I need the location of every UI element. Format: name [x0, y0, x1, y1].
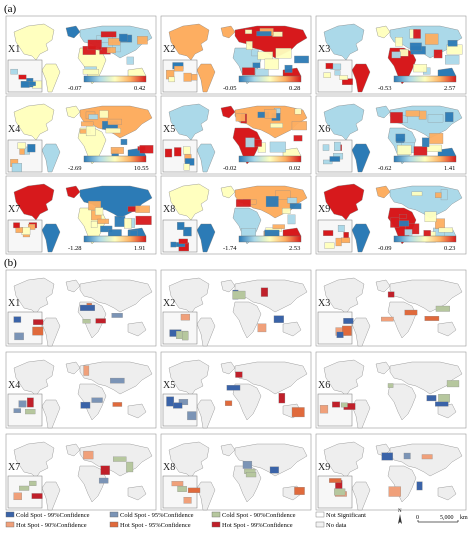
legend-item-cold-90: Cold Spot - 90%Confidence	[211, 511, 296, 519]
legend: Cold Spot - 99%Confidence Cold Spot - 95…	[5, 511, 366, 529]
legend-item-cold-95: Cold Spot - 95%Confidence	[109, 511, 194, 519]
hotspot-panel-x7: X7	[5, 433, 157, 511]
legend-item-no-data: No data	[315, 521, 347, 529]
svg-text:No data: No data	[326, 522, 347, 529]
color-bar-max: 1.91	[134, 245, 145, 252]
color-bar	[83, 75, 147, 83]
panel-label: X3	[318, 298, 330, 309]
svg-text:Cold Spot - 90%Confidence: Cold Spot - 90%Confidence	[222, 512, 296, 519]
panel-label: X7	[8, 204, 20, 215]
panel-label: X4	[8, 380, 20, 391]
legend-item-hot-90: Hot Spot - 90%Confidence	[5, 521, 87, 529]
svg-text:Cold Spot - 95%Confidence: Cold Spot - 95%Confidence	[120, 512, 194, 519]
panel-label: X9	[318, 204, 330, 215]
hotspot-panel-x6: X6	[315, 351, 467, 429]
svg-text:Hot Spot - 99%Confidence: Hot Spot - 99%Confidence	[222, 522, 293, 529]
color-bar	[238, 75, 302, 83]
color-bar-max: 1.41	[444, 165, 455, 172]
map-panel-x6: X6 -0.62 1.41	[315, 95, 467, 175]
panel-label: X2	[163, 44, 175, 55]
map-panel-x8: X8 -1.74 2.53	[160, 175, 312, 255]
svg-text:Hot Spot - 90%Confidence: Hot Spot - 90%Confidence	[16, 522, 87, 529]
panel-label: X8	[163, 204, 175, 215]
color-bar	[83, 155, 147, 163]
color-bar-max: 0.02	[289, 165, 300, 172]
hotspot-panel-x3: X3	[315, 269, 467, 347]
panel-label: X8	[163, 462, 175, 473]
svg-text:0: 0	[416, 515, 419, 521]
svg-text:Cold Spot - 99%Confidence: Cold Spot - 99%Confidence	[16, 512, 90, 519]
panel-label: X6	[318, 380, 330, 391]
color-bar-min: -2.69	[68, 165, 82, 172]
legend-item-cold-99: Cold Spot - 99%Confidence	[5, 511, 90, 519]
color-bar-max: 10.55	[134, 165, 149, 172]
panel-label: X2	[163, 298, 175, 309]
map-panel-x5: X5 -0.02 0.02	[160, 95, 312, 175]
color-bar	[83, 235, 147, 243]
svg-text:5,000: 5,000	[440, 515, 454, 521]
color-bar-min: -1.74	[223, 245, 237, 252]
panel-label: X5	[163, 124, 175, 135]
panel-a-grid: X1 -0.07 0.42 X2 -0.05 0.28 X3 -0.53 2.57 X4 -2.69…	[5, 15, 467, 255]
color-bar-max: 0.42	[134, 85, 145, 92]
hotspot-panel-x8: X8	[160, 433, 312, 511]
panel-label: X9	[318, 462, 330, 473]
panel-label: X3	[318, 44, 330, 55]
color-bar-min: -1.28	[68, 245, 82, 252]
svg-text:km: km	[460, 515, 468, 521]
color-bar	[393, 155, 457, 163]
scale-bar: 0 5,000 km	[416, 515, 468, 523]
legend-item-hot-95: Hot Spot - 95%Confidence	[109, 521, 191, 529]
hotspot-panel-x1: X1	[5, 269, 157, 347]
panel-b-grid: X1 X2 X3 X4 X5 X6 X7 X8 X9	[5, 269, 467, 511]
color-bar-min: -0.07	[68, 85, 82, 92]
color-bar-min: -0.53	[378, 85, 392, 92]
hotspot-panel-x5: X5	[160, 351, 312, 429]
color-bar-min: -0.62	[378, 165, 392, 172]
panel-label: X1	[8, 44, 20, 55]
color-bar	[393, 75, 457, 83]
svg-text:Not Significant: Not Significant	[326, 512, 366, 519]
map-panel-x2: X2 -0.05 0.28	[160, 15, 312, 95]
map-panel-x3: X3 -0.53 2.57	[315, 15, 467, 95]
color-bar-min: -0.05	[223, 85, 237, 92]
panel-b-label: (b)	[4, 257, 17, 269]
color-bar-min: -0.09	[378, 245, 392, 252]
panel-label: X7	[8, 462, 20, 473]
map-panel-x4: X4 -2.69 10.55	[5, 95, 157, 175]
svg-text:Hot Spot - 95%Confidence: Hot Spot - 95%Confidence	[120, 522, 191, 529]
north-arrow-icon: N	[398, 509, 402, 524]
color-bar-max: 0.28	[289, 85, 300, 92]
color-bar	[393, 235, 457, 243]
map-panel-x1: X1 -0.07 0.42	[5, 15, 157, 95]
legend-item-hot-99: Hot Spot - 99%Confidence	[211, 521, 293, 529]
panel-a-label: (a)	[4, 3, 17, 15]
legend-item-not-significant: Not Significant	[315, 511, 366, 519]
hotspot-panel-x4: X4	[5, 351, 157, 429]
panel-label: X5	[163, 380, 175, 391]
panel-label: X4	[8, 124, 20, 135]
color-bar-min: -0.02	[223, 165, 237, 172]
map-panel-x9: X9 -0.09 0.23	[315, 175, 467, 255]
color-bar	[238, 155, 302, 163]
hotspot-panel-x9: X9	[315, 433, 467, 511]
hotspot-panel-x2: X2	[160, 269, 312, 347]
color-bar-max: 2.53	[289, 245, 300, 252]
color-bar-max: 0.23	[444, 245, 455, 252]
panel-label: X1	[8, 298, 20, 309]
map-panel-x7: X7 -1.28 1.91	[5, 175, 157, 255]
panel-label: X6	[318, 124, 330, 135]
color-bar-max: 2.57	[444, 85, 456, 92]
color-bar	[238, 235, 302, 243]
svg-text:N: N	[398, 509, 402, 514]
